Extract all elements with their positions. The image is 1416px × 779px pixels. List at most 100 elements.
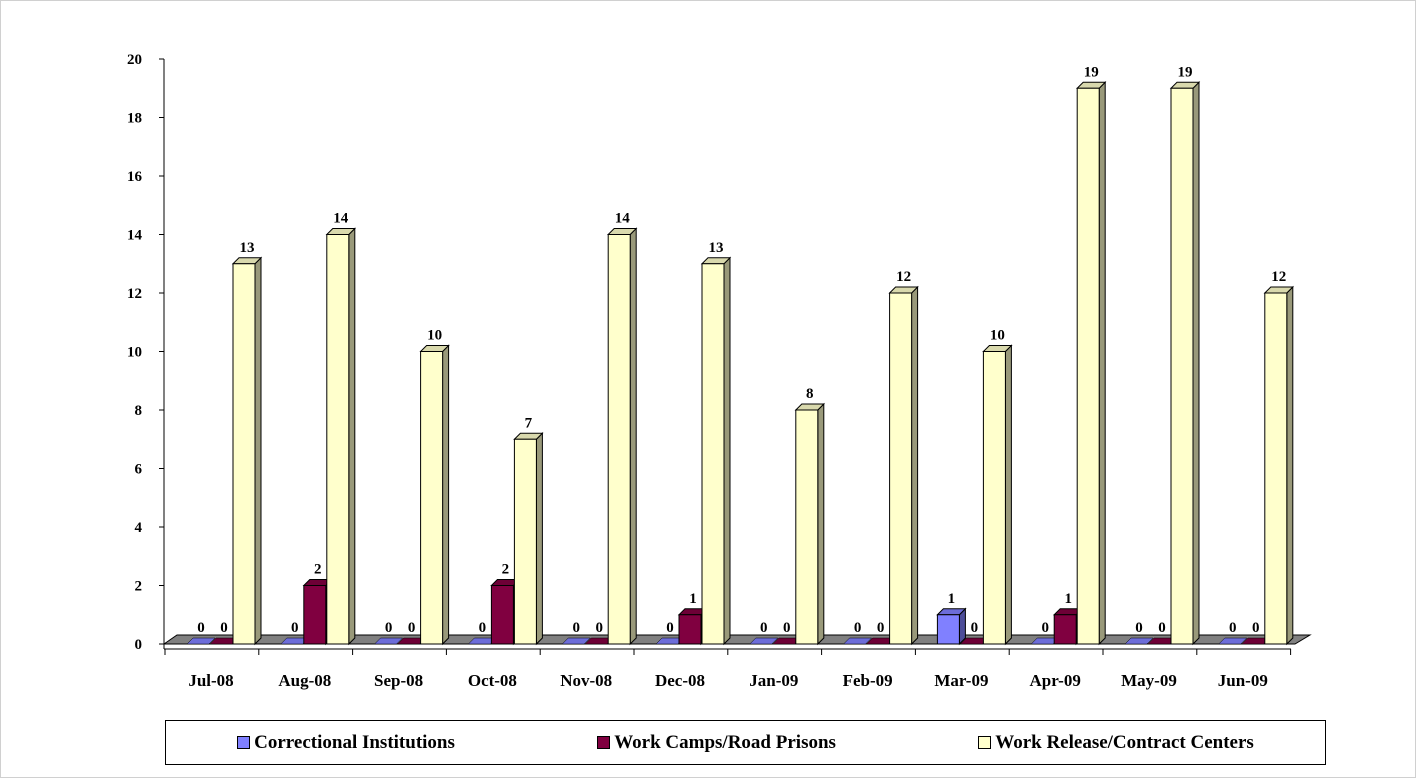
data-label-work-camps-road-prisons-oct-08: 2 — [502, 562, 510, 578]
bar-side-work-release-contract-centers-may-09 — [1192, 81, 1200, 646]
data-label-work-release-contract-centers-dec-08: 13 — [709, 240, 724, 256]
x-tick-label-jul-08: Jul-08 — [188, 671, 233, 690]
data-label-correctional-institutions-sep-08: 0 — [385, 620, 393, 636]
bar-work-release-contract-centers-jul-08 — [232, 263, 256, 645]
legend-item-correctional-institutions: Correctional Institutions — [237, 732, 455, 754]
data-label-correctional-institutions-jul-08: 0 — [197, 620, 205, 636]
data-label-correctional-institutions-jan-09: 0 — [760, 620, 768, 636]
bar-side-work-release-contract-centers-feb-09 — [911, 285, 919, 646]
data-label-work-release-contract-centers-jan-09: 8 — [806, 386, 814, 402]
bar-correctional-institutions-may-09 — [1124, 637, 1154, 645]
data-label-work-release-contract-centers-nov-08: 14 — [615, 211, 631, 227]
chart-legend: Correctional Institutions Work Camps/Roa… — [165, 720, 1326, 765]
bar-correctional-institutions-nov-08 — [561, 637, 591, 645]
bar-work-release-contract-centers-feb-09 — [889, 292, 913, 645]
bar-correctional-institutions-jul-08 — [186, 637, 216, 645]
legend-label-work-camps: Work Camps/Road Prisons — [614, 731, 836, 753]
bar-side-work-release-contract-centers-jul-08 — [254, 256, 262, 646]
bar-correctional-institutions-jun-09 — [1218, 637, 1248, 645]
bar-side-work-release-contract-centers-apr-09 — [1098, 81, 1106, 646]
data-label-work-camps-road-prisons-sep-08: 0 — [408, 620, 416, 636]
bar-work-release-contract-centers-mar-09 — [982, 351, 1006, 645]
data-label-work-release-contract-centers-may-09: 19 — [1178, 64, 1193, 80]
legend-item-work-camps: Work Camps/Road Prisons — [597, 732, 836, 754]
bar-correctional-institutions-mar-09 — [936, 614, 960, 645]
chart-floor — [162, 634, 1312, 645]
data-label-correctional-institutions-oct-08: 0 — [479, 620, 487, 636]
legend-swatch-work-release — [978, 736, 992, 749]
x-tick-label-apr-09: Apr-09 — [1030, 671, 1081, 690]
bar-correctional-institutions-jan-09 — [749, 637, 779, 645]
data-label-work-release-contract-centers-jun-09: 12 — [1271, 269, 1286, 285]
data-label-work-camps-road-prisons-jun-09: 0 — [1252, 620, 1260, 636]
x-tick-label-feb-09: Feb-09 — [843, 671, 893, 690]
data-label-correctional-institutions-jun-09: 0 — [1229, 620, 1237, 636]
data-label-work-camps-road-prisons-feb-09: 0 — [877, 620, 885, 636]
legend-item-work-release: Work Release/Contract Centers — [978, 732, 1254, 754]
bar-side-work-release-contract-centers-jun-09 — [1286, 285, 1294, 646]
data-label-work-release-contract-centers-sep-08: 10 — [427, 328, 442, 344]
y-tick-label-14: 14 — [127, 228, 143, 244]
legend-label-correctional-institutions: Correctional Institutions — [254, 731, 455, 753]
data-label-correctional-institutions-aug-08: 0 — [291, 620, 299, 636]
y-tick-label-4: 4 — [135, 520, 143, 536]
y-tick-label-20: 20 — [127, 52, 142, 68]
data-label-work-release-contract-centers-feb-09: 12 — [896, 269, 911, 285]
y-tick-label-16: 16 — [127, 169, 143, 185]
bar-side-work-release-contract-centers-mar-09 — [1004, 344, 1012, 646]
data-label-correctional-institutions-may-09: 0 — [1135, 620, 1143, 636]
y-tick-label-0: 0 — [135, 637, 143, 653]
bar-work-camps-road-prisons-oct-08 — [490, 585, 514, 645]
x-tick-label-aug-08: Aug-08 — [278, 671, 331, 690]
x-tick-label-nov-08: Nov-08 — [560, 671, 612, 690]
data-label-work-camps-road-prisons-nov-08: 0 — [595, 620, 603, 636]
bar-work-release-contract-centers-jan-09 — [795, 409, 819, 645]
legend-label-work-release: Work Release/Contract Centers — [995, 731, 1254, 753]
bar-side-work-release-contract-centers-jan-09 — [817, 402, 825, 646]
bar-side-work-release-contract-centers-oct-08 — [535, 432, 543, 646]
y-tick-label-2: 2 — [135, 579, 143, 595]
y-tick-label-12: 12 — [127, 286, 142, 302]
data-label-work-camps-road-prisons-may-09: 0 — [1158, 620, 1166, 636]
bar-work-release-contract-centers-nov-08 — [607, 234, 631, 645]
legend-swatch-correctional-institutions — [237, 736, 251, 749]
data-label-correctional-institutions-dec-08: 0 — [666, 620, 674, 636]
data-label-correctional-institutions-nov-08: 0 — [572, 620, 580, 636]
data-label-work-release-contract-centers-mar-09: 10 — [990, 328, 1005, 344]
bar-work-release-contract-centers-sep-08 — [420, 351, 444, 645]
data-label-work-release-contract-centers-oct-08: 7 — [525, 415, 533, 431]
bar-side-work-release-contract-centers-dec-08 — [723, 256, 731, 646]
bar-correctional-institutions-sep-08 — [373, 637, 404, 645]
bar-work-release-contract-centers-apr-09 — [1076, 87, 1100, 645]
bar-work-release-contract-centers-jun-09 — [1264, 292, 1288, 645]
data-label-work-camps-road-prisons-apr-09: 1 — [1064, 591, 1072, 607]
data-label-correctional-institutions-mar-09: 1 — [948, 591, 956, 607]
bar-work-release-contract-centers-oct-08 — [513, 438, 537, 645]
x-tick-label-jan-09: Jan-09 — [749, 671, 798, 690]
x-tick-label-dec-08: Dec-08 — [655, 671, 705, 690]
x-tick-label-jun-09: Jun-09 — [1218, 671, 1268, 690]
data-label-work-release-contract-centers-apr-09: 19 — [1084, 64, 1099, 80]
bar-work-camps-road-prisons-aug-08 — [303, 585, 327, 645]
y-tick-label-18: 18 — [127, 111, 142, 127]
data-label-work-camps-road-prisons-mar-09: 0 — [971, 620, 979, 636]
x-tick-label-mar-09: Mar-09 — [934, 671, 988, 690]
bar-side-work-release-contract-centers-nov-08 — [629, 227, 637, 646]
y-tick-label-8: 8 — [135, 403, 143, 419]
legend-swatch-work-camps — [597, 736, 611, 749]
data-label-correctional-institutions-feb-09: 0 — [854, 620, 862, 636]
bar-side-work-release-contract-centers-aug-08 — [348, 227, 356, 646]
data-label-work-release-contract-centers-aug-08: 14 — [333, 211, 349, 227]
bar-work-camps-road-prisons-apr-09 — [1053, 614, 1077, 645]
bar-work-release-contract-centers-aug-08 — [326, 234, 350, 645]
data-label-work-camps-road-prisons-dec-08: 1 — [689, 591, 697, 607]
bar-work-camps-road-prisons-dec-08 — [678, 614, 702, 645]
y-tick-label-6: 6 — [135, 462, 143, 478]
x-tick-label-sep-08: Sep-08 — [374, 671, 423, 690]
bar-correctional-institutions-feb-09 — [842, 637, 873, 645]
y-tick-label-10: 10 — [127, 345, 142, 361]
bar-side-work-release-contract-centers-sep-08 — [442, 344, 450, 646]
data-label-work-release-contract-centers-jul-08: 13 — [240, 240, 255, 256]
